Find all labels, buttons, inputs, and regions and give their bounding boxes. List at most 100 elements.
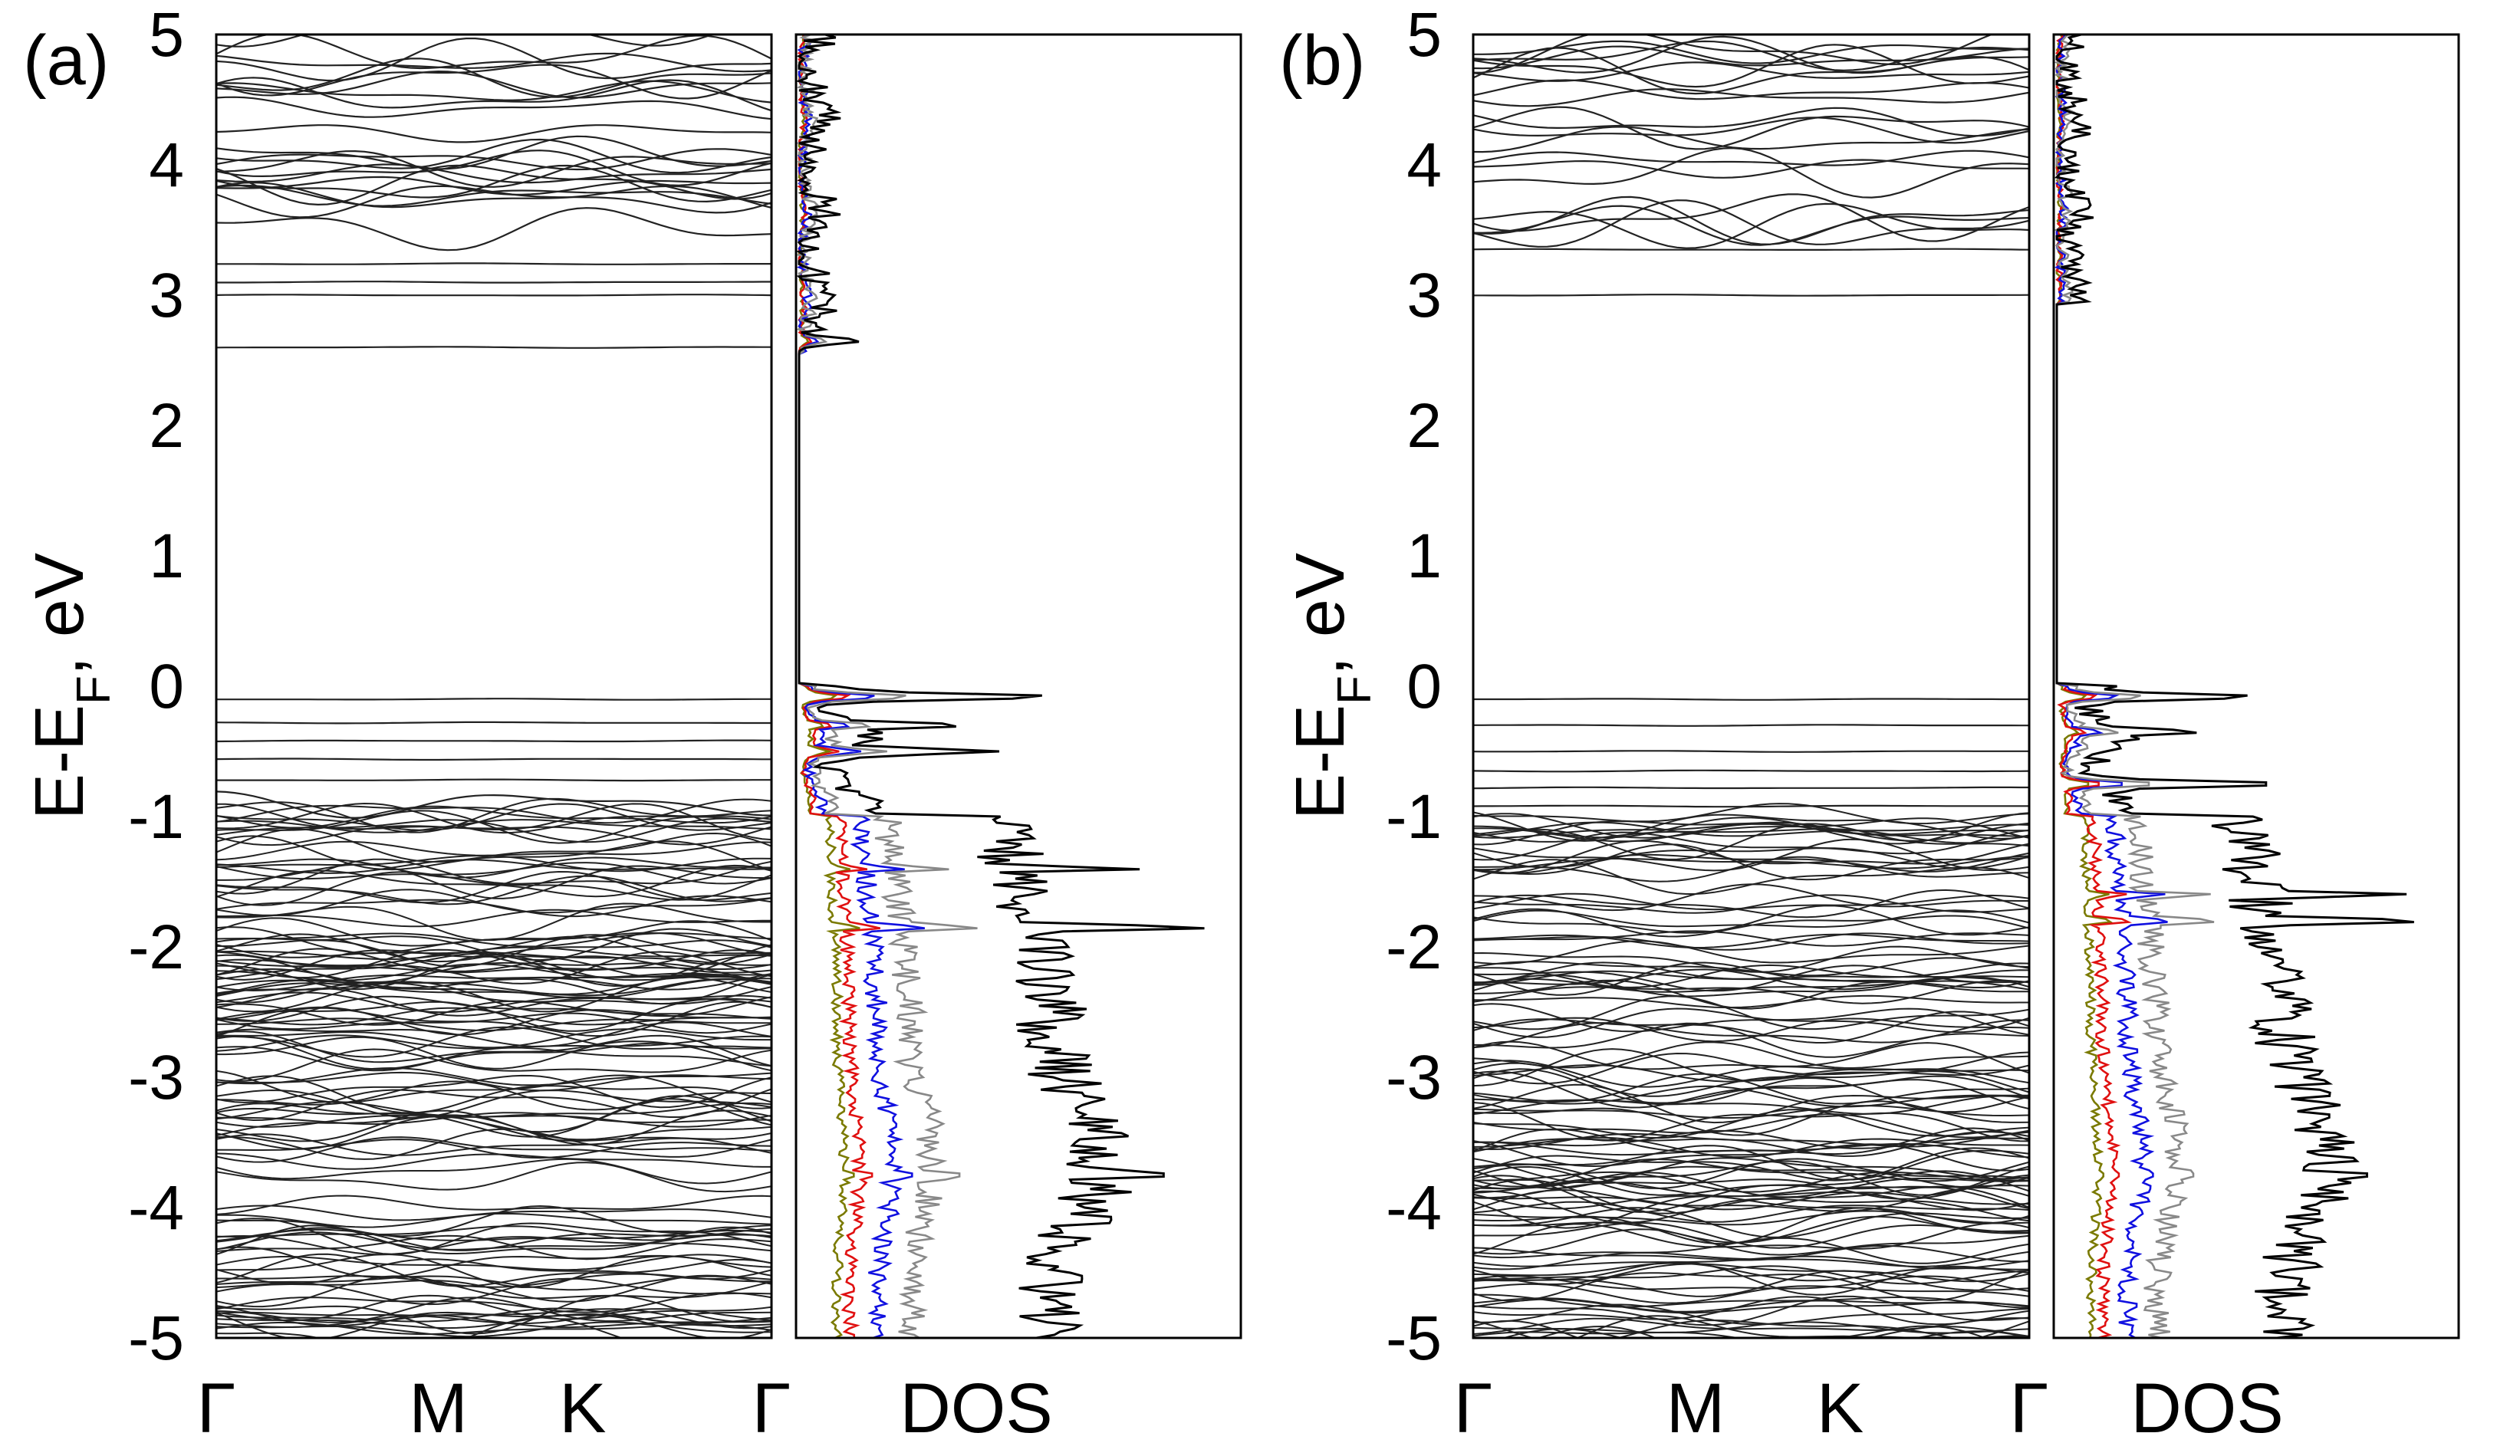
band-line — [216, 976, 771, 1013]
band-line — [1473, 35, 2029, 74]
band-line — [216, 135, 771, 170]
panel-label: (b) — [1279, 21, 1365, 100]
band-line — [1473, 979, 2029, 1010]
band-line — [1473, 1260, 2029, 1296]
band-line — [216, 952, 771, 988]
y-tick-label: 4 — [149, 130, 184, 200]
band-line — [216, 825, 771, 846]
band-line — [216, 1012, 771, 1034]
y-tick-label: 5 — [1406, 0, 1442, 70]
band-line — [216, 1101, 771, 1120]
band-line — [216, 207, 771, 251]
band-line — [1473, 829, 2029, 861]
band-line — [216, 944, 771, 981]
band-line — [216, 1308, 771, 1325]
band-line — [216, 1000, 771, 1026]
band-line — [1473, 1003, 2029, 1036]
band-line — [1473, 823, 2029, 860]
band-line — [1473, 88, 2029, 107]
band-line — [1473, 724, 2029, 727]
band-line — [1473, 1275, 2029, 1292]
band-line — [1473, 698, 2029, 701]
y-axis-label-main: E-E — [21, 705, 98, 820]
panel-label: (a) — [23, 21, 109, 100]
band-line — [1473, 1215, 2029, 1244]
band-line — [1473, 1068, 2029, 1104]
band-line — [216, 1089, 771, 1119]
band-line — [216, 1205, 771, 1237]
band-line — [1473, 856, 2029, 882]
band-lines — [216, 35, 771, 1338]
band-lines — [1473, 35, 2029, 1338]
band-line — [1473, 147, 2029, 199]
dos-curves — [796, 35, 1205, 1338]
band-line — [1473, 1201, 2029, 1223]
band-line — [216, 1028, 771, 1049]
band-line — [1473, 45, 2029, 70]
band-line — [1473, 1263, 2029, 1286]
dos-frame — [2052, 33, 2460, 1339]
band-line — [216, 835, 771, 872]
y-tick-label: -5 — [128, 1303, 184, 1373]
band-line — [216, 758, 771, 761]
band-line — [216, 1021, 771, 1047]
band-line — [216, 828, 771, 863]
band-line — [1473, 750, 2029, 753]
band-line — [216, 819, 771, 833]
band-line — [1473, 817, 2029, 839]
band-line — [1473, 44, 2029, 88]
band-line — [216, 58, 771, 98]
band-line — [216, 1321, 771, 1336]
band-line — [1473, 1295, 2029, 1326]
band-line — [1473, 1268, 2029, 1302]
band-line — [216, 176, 771, 196]
band-line — [1473, 828, 2029, 844]
band-line — [1473, 905, 2029, 936]
band-line — [216, 37, 771, 82]
band-line — [1473, 248, 2029, 251]
band-line — [1473, 150, 2029, 166]
band-line — [1473, 1083, 2029, 1124]
band-line — [216, 1316, 624, 1338]
y-tick-label: 1 — [149, 521, 184, 591]
band-frame — [215, 33, 773, 1339]
y-tick-label: 5 — [149, 0, 184, 70]
band-line — [1473, 1296, 2029, 1326]
band-line — [216, 184, 771, 207]
band-line — [1473, 957, 2029, 977]
band-line — [216, 790, 771, 819]
band-line — [1473, 117, 2029, 144]
band-line — [1473, 196, 2029, 245]
band-line — [1473, 1007, 2029, 1038]
band-line — [216, 1071, 771, 1092]
kpoint-label: K — [559, 1369, 606, 1448]
band-line — [216, 1195, 771, 1215]
band-line — [216, 1109, 771, 1142]
band-line — [216, 164, 771, 206]
band-line — [216, 1133, 771, 1156]
dos-plot: DOS — [794, 33, 1242, 1448]
band-line — [216, 281, 771, 284]
dos-axis-label: DOS — [900, 1369, 1052, 1448]
y-tick-label: 4 — [1406, 130, 1442, 200]
band-line — [216, 150, 771, 188]
band-line — [1473, 843, 2029, 881]
band-line — [1473, 933, 2029, 949]
band-line — [216, 1088, 771, 1122]
band-line — [216, 52, 771, 73]
band-line — [216, 817, 771, 843]
dos-curve-partial-gray — [2054, 35, 2215, 1338]
band-line — [216, 1098, 771, 1138]
band-line — [1473, 994, 2029, 1008]
y-tick-label: 2 — [149, 391, 184, 461]
band-line — [1473, 961, 2029, 985]
band-line — [216, 1321, 771, 1338]
kpoint-label: M — [1666, 1369, 1726, 1448]
dos-curve-partial-blue — [2054, 35, 2168, 1338]
y-axis-label-subscript: F — [67, 675, 120, 705]
band-line — [1473, 1041, 2029, 1070]
band-line — [1473, 838, 2029, 872]
dos-curve-total — [796, 35, 1205, 1338]
kpoint-label: Γ — [1454, 1369, 1493, 1448]
